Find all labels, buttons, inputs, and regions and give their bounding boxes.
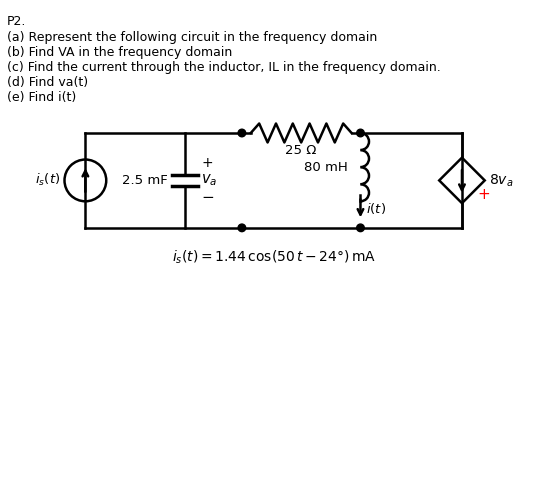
Circle shape <box>357 129 364 137</box>
Text: (e) Find i(t): (e) Find i(t) <box>6 91 76 104</box>
Text: $i_s(t)$: $i_s(t)$ <box>36 172 61 188</box>
Text: P2.: P2. <box>6 16 26 28</box>
Text: −: − <box>201 190 214 205</box>
Circle shape <box>357 224 364 232</box>
Circle shape <box>238 129 246 137</box>
Text: 25 Ω: 25 Ω <box>286 144 317 157</box>
Text: 80 mH: 80 mH <box>304 161 348 174</box>
Text: (d) Find va(t): (d) Find va(t) <box>6 76 88 89</box>
Text: 2.5 mF: 2.5 mF <box>122 174 168 187</box>
Text: $v_a$: $v_a$ <box>201 172 217 188</box>
Text: (a) Represent the following circuit in the frequency domain: (a) Represent the following circuit in t… <box>6 31 377 43</box>
Text: $i(t)$: $i(t)$ <box>366 201 386 216</box>
Text: $i_s(t) = 1.44\,\cos(50\,t - 24°)\,\mathrm{mA}$: $i_s(t) = 1.44\,\cos(50\,t - 24°)\,\math… <box>172 249 376 266</box>
Text: +: + <box>201 156 213 170</box>
Text: (b) Find VA in the frequency domain: (b) Find VA in the frequency domain <box>6 46 232 59</box>
Text: +: + <box>478 187 490 202</box>
Circle shape <box>238 224 246 232</box>
Text: $8v_a$: $8v_a$ <box>489 172 513 188</box>
Text: (c) Find the current through the inductor, IL in the frequency domain.: (c) Find the current through the inducto… <box>6 61 440 74</box>
